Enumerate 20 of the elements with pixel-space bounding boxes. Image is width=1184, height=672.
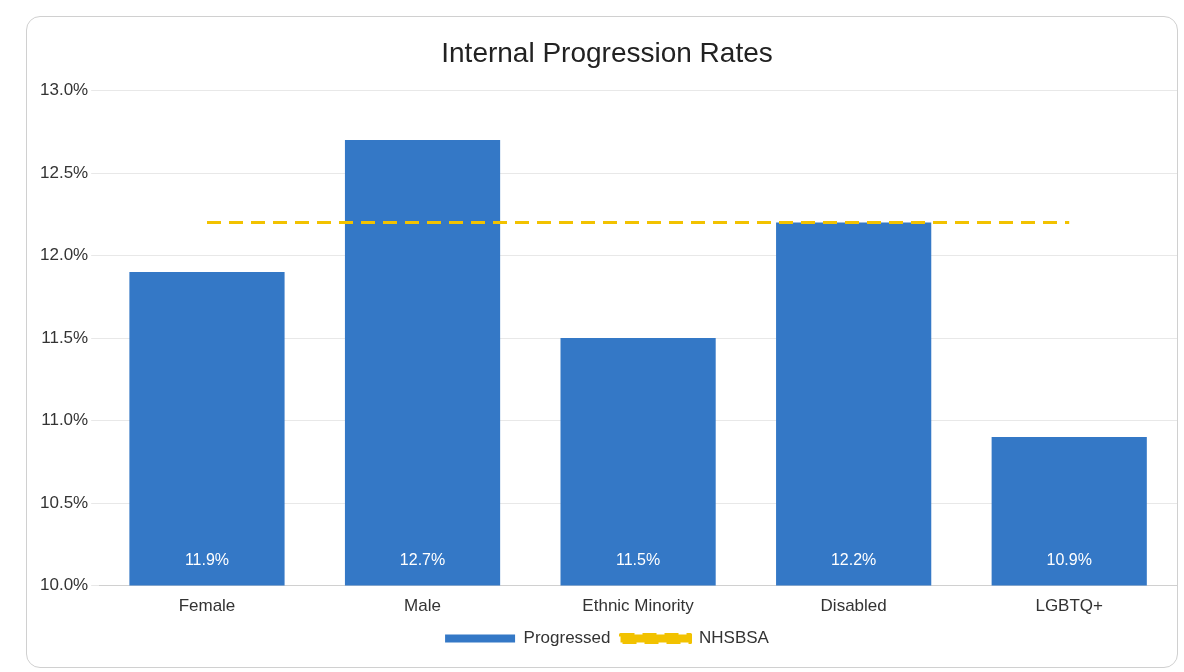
x-tick-label: Female <box>178 596 236 616</box>
y-tick-label: 13.0% <box>40 80 89 100</box>
legend-label: NHSBSA <box>699 628 770 648</box>
data-label: 11.5% <box>616 551 661 569</box>
y-tick-label: 12.5% <box>40 162 89 182</box>
chart-title: Internal Progression Rates <box>441 36 773 68</box>
y-tick-label: 10.5% <box>40 492 89 512</box>
y-tick-label: 11.5% <box>41 327 89 347</box>
data-label: 12.2% <box>830 551 877 569</box>
x-tick-label: Male <box>404 596 441 616</box>
legend-label: Progressed <box>523 628 611 648</box>
data-label: 10.9% <box>1046 551 1092 569</box>
data-label: 12.7% <box>399 551 446 569</box>
y-tick-label: 12.0% <box>40 245 89 265</box>
x-tick-label: LGBTQ+ <box>1035 596 1104 616</box>
data-label: 11.9% <box>184 551 230 569</box>
y-tick-label: 10.0% <box>40 575 89 595</box>
y-tick-label: 11.0% <box>41 410 89 430</box>
x-tick-label: Disabled <box>820 596 887 616</box>
x-tick-label: Ethnic Minority <box>582 596 695 616</box>
